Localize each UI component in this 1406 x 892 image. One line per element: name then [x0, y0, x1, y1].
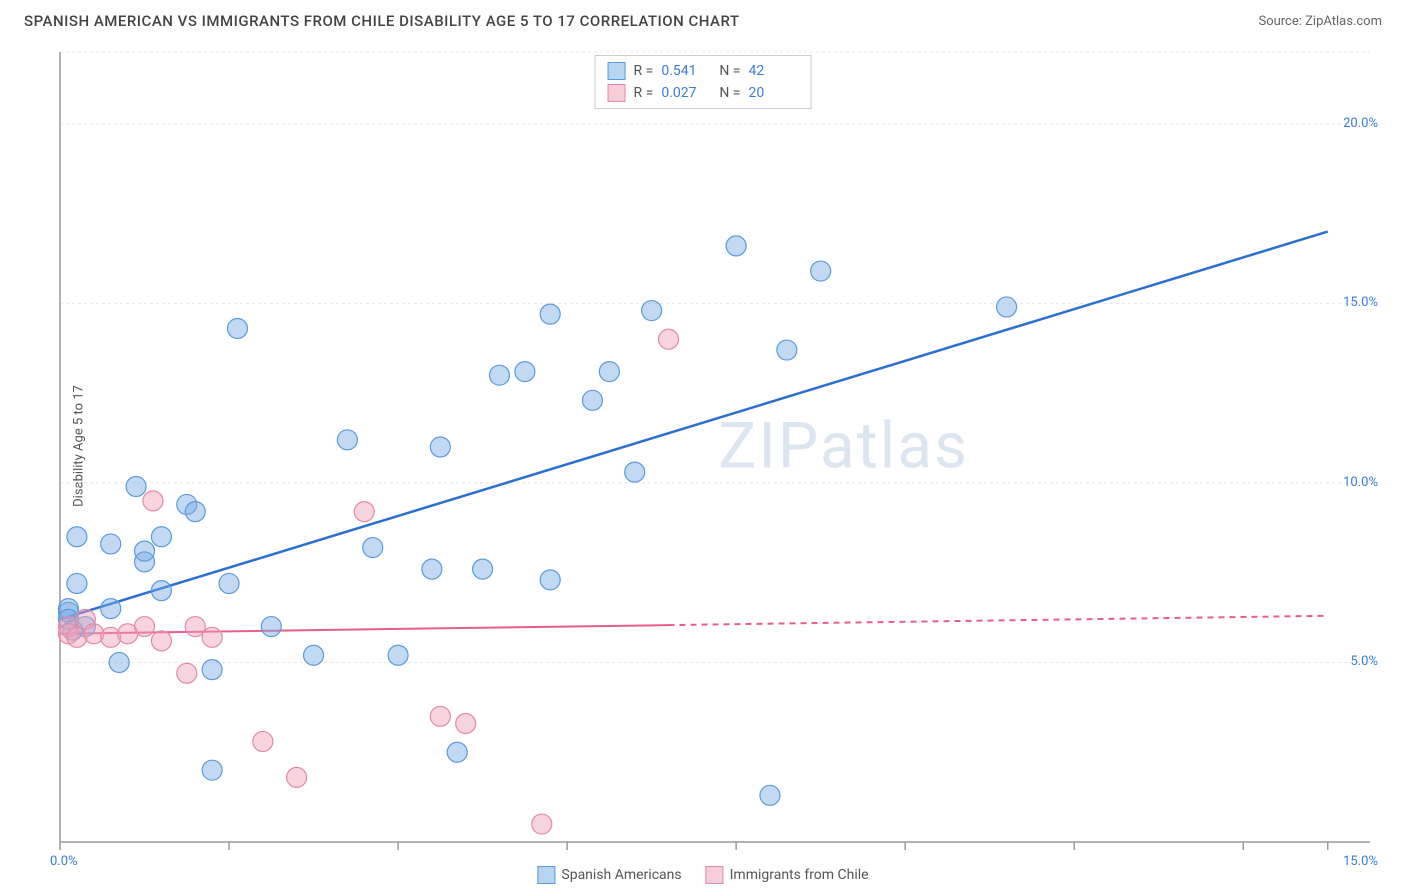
y-tick-label: 5.0%: [1350, 654, 1378, 669]
y-tick-label: 20.0%: [1343, 116, 1378, 131]
r-label: R =: [634, 85, 654, 101]
stats-swatch: [608, 84, 626, 102]
stats-box: R = 0.541 N = 42 R = 0.027 N = 20: [595, 55, 812, 109]
stats-swatch: [608, 62, 626, 80]
r-label: R =: [634, 63, 654, 79]
x-tick-label: 0.0%: [50, 854, 78, 869]
scatter-chart: [0, 0, 1406, 850]
legend-swatch: [706, 866, 724, 884]
x-tick-label: 15.0%: [1343, 854, 1378, 869]
stats-row: R = 0.541 N = 42: [608, 60, 799, 82]
y-tick-label: 10.0%: [1343, 475, 1378, 490]
r-value: 0.541: [661, 63, 711, 79]
legend-item: Immigrants from Chile: [706, 866, 869, 884]
legend-swatch: [537, 866, 555, 884]
legend-item: Spanish Americans: [537, 866, 681, 884]
legend-label: Immigrants from Chile: [730, 867, 869, 883]
legend-label: Spanish Americans: [561, 867, 681, 883]
stats-row: R = 0.027 N = 20: [608, 82, 799, 104]
n-value: 20: [748, 85, 798, 101]
n-label: N =: [719, 63, 740, 79]
legend: Spanish Americans Immigrants from Chile: [537, 866, 868, 884]
n-value: 42: [748, 63, 798, 79]
y-tick-label: 15.0%: [1343, 295, 1378, 310]
r-value: 0.027: [661, 85, 711, 101]
n-label: N =: [719, 85, 740, 101]
